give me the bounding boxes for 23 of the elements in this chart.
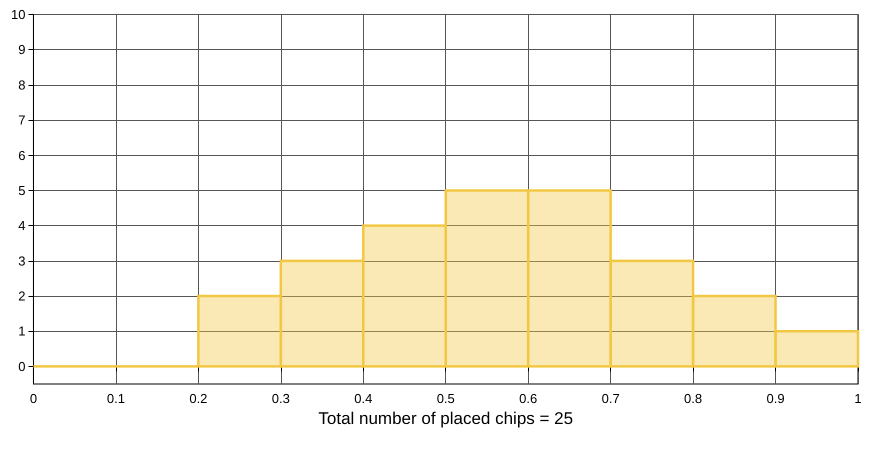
x-tick-label: 0.7: [602, 391, 620, 406]
y-tick-label: 9: [18, 42, 26, 58]
y-tick-label: 2: [18, 288, 26, 304]
y-tick-label: 0: [18, 358, 26, 374]
y-tick-label: 7: [18, 112, 26, 128]
x-tick-label: 0.6: [519, 391, 538, 406]
x-axis-title: Total number of placed chips = 25: [318, 409, 574, 428]
x-tick-label: 0.5: [436, 391, 455, 406]
y-tick-label: 1: [18, 324, 26, 339]
y-tick-label: 5: [18, 182, 26, 198]
x-tick-label: 0.3: [272, 391, 290, 406]
y-tick-label: 3: [18, 253, 26, 268]
x-tick-label: 0.8: [684, 391, 702, 406]
x-tick-label: 1: [854, 391, 862, 406]
y-tick-label: 6: [18, 148, 26, 163]
x-tick-label: 0.4: [354, 391, 372, 406]
x-tick-label: 0: [30, 391, 38, 406]
y-tick-label: 8: [18, 77, 26, 92]
x-tick-label: 0.9: [766, 391, 785, 406]
x-tick-label: 0.1: [106, 391, 125, 406]
y-tick-label: 4: [18, 218, 26, 234]
x-tick-label: 0.2: [189, 391, 208, 406]
y-tick-label: 10: [10, 7, 26, 22]
